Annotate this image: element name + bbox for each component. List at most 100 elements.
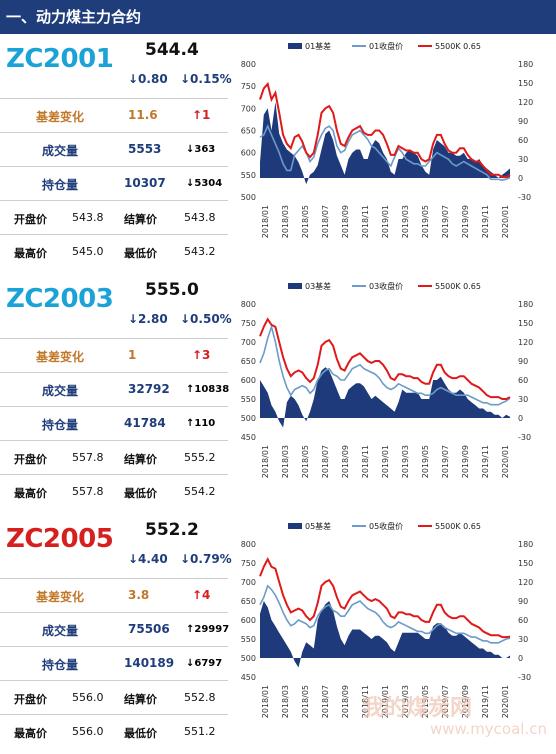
y-left-tick: 650 — [241, 127, 256, 136]
legend-label-1: 03收盘价 — [369, 281, 403, 291]
spot-price-line — [259, 81, 511, 179]
volume-label: 成交量 — [42, 624, 79, 638]
x-tick: 2019/07 — [441, 205, 450, 238]
high-low-row: 最高价 556.0 最低价 551.2 — [0, 714, 228, 749]
price-change: ↓4.40 — [128, 552, 168, 566]
x-tick: 2019/09 — [461, 445, 470, 478]
y-right-tick: 120 — [518, 338, 533, 347]
open-interest-change: ↑110 — [186, 418, 216, 429]
x-tick: 2018/07 — [321, 445, 330, 478]
x-tick: 2019/11 — [481, 445, 490, 478]
quote-panel: ZC2005 552.2 ↓4.40 ↓0.79% 基差变化 3.8 ↑4 成交… — [0, 514, 232, 754]
basis-value: 11.6 — [128, 108, 158, 122]
basis-change: ↑3 — [192, 348, 211, 362]
last-price: 544.4 — [145, 40, 199, 60]
y-left-tick: 450 — [241, 433, 256, 442]
y-left-tick: 750 — [241, 559, 256, 568]
x-tick: 2019/01 — [381, 445, 390, 478]
volume-row: 成交量 32792 ↑10838 — [0, 372, 229, 407]
open-interest-row: 持仓量 41784 ↑110 — [0, 406, 228, 441]
high-low-row: 最高价 545.0 最低价 543.2 — [0, 234, 228, 269]
open-interest-row: 持仓量 140189 ↓6797 — [0, 646, 228, 681]
y-right-tick: 90 — [518, 117, 528, 126]
x-tick: 2018/09 — [341, 445, 350, 478]
open-interest-change: ↓6797 — [186, 658, 223, 669]
x-tick: 2019/09 — [461, 205, 470, 238]
open-interest-label: 持仓量 — [42, 658, 79, 672]
price-change: ↓2.80 — [128, 312, 168, 326]
basis-price-chart: 01基差 01收盘价 5500K 0.65500550600650700750800… — [241, 41, 534, 238]
y-right-tick: 150 — [518, 319, 533, 328]
watermark-logo: 我的煤炭网 — [362, 696, 473, 721]
contract-block-zc2003: ZC2003 555.0 ↓2.80 ↓0.50% 基差变化 1 ↑3 成交量 … — [0, 274, 556, 514]
x-tick: 2018/05 — [301, 685, 310, 718]
price-change: ↓0.80 — [128, 72, 168, 86]
basis-area-series — [260, 102, 510, 185]
spot-price-line — [259, 317, 511, 400]
y-left-tick: 650 — [241, 597, 256, 606]
y-right-tick: 90 — [518, 357, 528, 366]
high-value: 545.0 — [72, 245, 104, 258]
volume-row: 成交量 5553 ↓363 — [0, 132, 228, 167]
settle-value: 552.8 — [184, 691, 216, 704]
contract-code: ZC2001 — [6, 44, 114, 74]
open-interest-label: 持仓量 — [42, 418, 79, 432]
close-price-line — [259, 323, 511, 406]
x-tick: 2019/11 — [481, 685, 490, 718]
open-value: 557.8 — [72, 451, 104, 464]
y-right-tick: 180 — [518, 540, 533, 549]
y-right-tick: 60 — [518, 616, 528, 625]
price-change-pct: ↓0.50% — [180, 312, 232, 326]
y-right-tick: 0 — [518, 174, 523, 183]
x-tick: 2018/03 — [281, 205, 290, 238]
x-tick: 2018/07 — [321, 205, 330, 238]
section-title: 一、动力煤主力合约 — [6, 8, 142, 26]
legend-label-2: 5500K 0.65 — [435, 282, 481, 291]
basis-area-series — [260, 601, 510, 668]
y-left-tick: 500 — [241, 193, 256, 202]
contract-block-zc2005: ZC2005 552.2 ↓4.40 ↓0.79% 基差变化 3.8 ↑4 成交… — [0, 514, 556, 754]
x-tick: 2018/05 — [301, 205, 310, 238]
y-right-tick: -30 — [518, 433, 531, 442]
x-tick: 2019/05 — [421, 445, 430, 478]
legend-swatch-0 — [288, 523, 302, 529]
y-right-tick: 60 — [518, 136, 528, 145]
legend-swatch-0 — [288, 283, 302, 289]
basis-change: ↑1 — [192, 108, 211, 122]
y-left-tick: 700 — [241, 578, 256, 587]
x-tick: 2020/01 — [501, 685, 510, 718]
open-interest-value: 10307 — [124, 176, 166, 190]
open-value: 543.8 — [72, 211, 104, 224]
y-left-tick: 600 — [241, 149, 256, 158]
x-tick: 2018/01 — [261, 205, 270, 238]
y-right-tick: 180 — [518, 300, 533, 309]
settle-label: 结算价 — [124, 453, 157, 466]
y-right-tick: 0 — [518, 414, 523, 423]
legend-swatch-0 — [288, 43, 302, 49]
settle-value: 543.8 — [184, 211, 216, 224]
legend-label-0: 03基差 — [305, 281, 331, 291]
basis-label: 基差变化 — [36, 590, 85, 604]
volume-value: 5553 — [128, 142, 162, 156]
basis-price-chart: 05基差 05收盘价 5500K 0.65450500550600650700750… — [241, 521, 534, 718]
volume-change: ↓363 — [186, 144, 216, 155]
x-tick: 2019/05 — [421, 685, 430, 718]
x-tick: 2018/11 — [361, 685, 370, 718]
volume-change: ↑29997 — [186, 624, 230, 635]
y-right-tick: 150 — [518, 79, 533, 88]
y-left-tick: 800 — [241, 300, 256, 309]
legend-label-0: 01基差 — [305, 41, 331, 51]
y-right-tick: 0 — [518, 654, 523, 663]
y-left-tick: 700 — [241, 104, 256, 113]
high-label: 最高价 — [14, 727, 47, 740]
settle-label: 结算价 — [124, 213, 157, 226]
y-right-tick: 30 — [518, 395, 528, 404]
legend-label-1: 05收盘价 — [369, 521, 403, 531]
x-tick: 2019/05 — [421, 205, 430, 238]
basis-area-series — [260, 367, 510, 428]
basis-value: 3.8 — [128, 588, 150, 602]
x-tick: 2018/03 — [281, 445, 290, 478]
x-tick: 2019/03 — [401, 445, 410, 478]
basis-label: 基差变化 — [36, 350, 85, 364]
y-left-tick: 450 — [241, 673, 256, 682]
